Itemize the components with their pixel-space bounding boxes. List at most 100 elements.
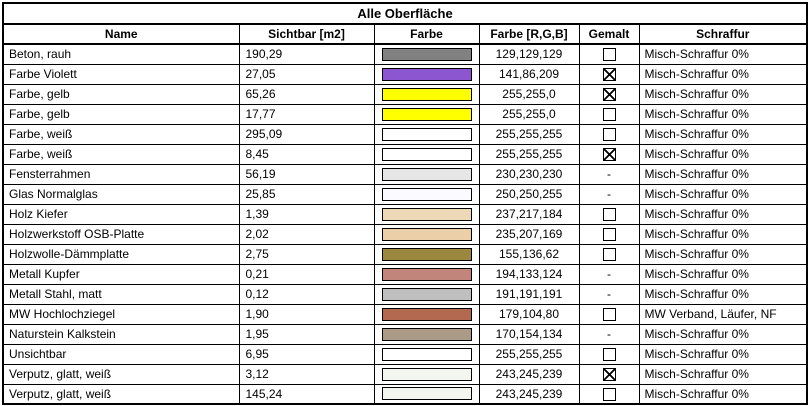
surface-name: Unsichtbar (2, 343, 240, 365)
color-swatch (381, 187, 472, 201)
color-cell (373, 243, 480, 265)
column-header-row: Name Sichtbar [m2] Farbe Farbe [R,G,B] G… (2, 23, 808, 45)
rgb-value: 170,154,134 (478, 323, 580, 345)
color-cell (373, 323, 480, 345)
visible-area: 1,90 (238, 303, 375, 325)
visible-area: 17,77 (238, 103, 375, 125)
painted-checkbox-unchecked (602, 128, 616, 142)
painted-checkbox-unchecked (602, 208, 616, 222)
rgb-value: 155,136,62 (478, 243, 580, 265)
color-cell (373, 303, 480, 325)
color-swatch (381, 367, 472, 381)
color-cell (373, 103, 480, 125)
visible-area: 3,12 (238, 363, 375, 385)
hatch-name: Misch-Schraffur 0% (638, 43, 808, 65)
surface-name: Beton, rauh (2, 43, 240, 65)
visible-area: 1,39 (238, 203, 375, 225)
table-row: Holzwerkstoff OSB-Platte 2,02 235,207,16… (2, 223, 808, 245)
table-row: Farbe Violett 27,05 141,86,209 Misch-Sch… (2, 63, 808, 85)
visible-area: 0,12 (238, 283, 375, 305)
color-cell (373, 343, 480, 365)
surface-name: Verputz, glatt, weiß (2, 383, 240, 405)
table-row: Naturstein Kalkstein 1,95 170,154,134 - … (2, 323, 808, 345)
rgb-value: 191,191,191 (478, 283, 580, 305)
color-cell (373, 223, 480, 245)
table-row: Farbe, gelb 65,26 255,255,0 Misch-Schraf… (2, 83, 808, 105)
painted-cell: - (578, 163, 640, 185)
table-row: Farbe, weiß 8,45 255,255,255 Misch-Schra… (2, 143, 808, 165)
rgb-value: 237,217,184 (478, 203, 580, 225)
painted-cell (578, 343, 640, 365)
column-header-rgb: Farbe [R,G,B] (478, 23, 580, 45)
visible-area: 65,26 (238, 83, 375, 105)
table-row: Farbe, weiß 295,09 255,255,255 Misch-Sch… (2, 123, 808, 145)
surface-name: Farbe, gelb (2, 103, 240, 125)
color-swatch (381, 287, 472, 301)
visible-area: 2,02 (238, 223, 375, 245)
title-row: Alle Oberfläche (2, 2, 808, 25)
rgb-value: 243,245,239 (478, 383, 580, 405)
color-cell (373, 383, 480, 405)
surface-name: Fensterrahmen (2, 163, 240, 185)
rgb-value: 179,104,80 (478, 303, 580, 325)
surface-name: Farbe, weiß (2, 123, 240, 145)
visible-area: 190,29 (238, 43, 375, 65)
color-swatch (381, 147, 472, 161)
hatch-name: Misch-Schraffur 0% (638, 343, 808, 365)
column-header-gemalt: Gemalt (578, 23, 640, 45)
surface-name: Verputz, glatt, weiß (2, 363, 240, 385)
color-cell (373, 163, 480, 185)
color-cell (373, 203, 480, 225)
painted-cell (578, 143, 640, 165)
painted-cell (578, 223, 640, 245)
rgb-value: 129,129,129 (478, 43, 580, 65)
visible-area: 145,24 (238, 383, 375, 405)
hatch-name: Misch-Schraffur 0% (638, 323, 808, 345)
color-swatch (381, 67, 472, 81)
visible-area: 25,85 (238, 183, 375, 205)
table-row: Farbe, gelb 17,77 255,255,0 Misch-Schraf… (2, 103, 808, 125)
visible-area: 27,05 (238, 63, 375, 85)
painted-cell: - (578, 283, 640, 305)
visible-area: 56,19 (238, 163, 375, 185)
color-cell (373, 363, 480, 385)
hatch-name: Misch-Schraffur 0% (638, 163, 808, 185)
rgb-value: 255,255,255 (478, 123, 580, 145)
painted-cell (578, 103, 640, 125)
painted-checkbox-checked (602, 88, 616, 102)
surface-name: Farbe, gelb (2, 83, 240, 105)
hatch-name: Misch-Schraffur 0% (638, 203, 808, 225)
painted-cell (578, 63, 640, 85)
surface-name: Metall Kupfer (2, 263, 240, 285)
painted-checkbox-unchecked (602, 248, 616, 262)
table-title: Alle Oberfläche (2, 2, 808, 25)
column-header-farbe: Farbe (373, 23, 480, 45)
color-swatch (381, 307, 472, 321)
color-cell (373, 83, 480, 105)
hatch-name: Misch-Schraffur 0% (638, 103, 808, 125)
table-row: Verputz, glatt, weiß 145,24 243,245,239 … (2, 383, 808, 405)
table-row: Metall Stahl, matt 0,12 191,191,191 - Mi… (2, 283, 808, 305)
hatch-name: Misch-Schraffur 0% (638, 363, 808, 385)
painted-checkbox-checked (602, 368, 616, 382)
table-row: Metall Kupfer 0,21 194,133,124 - Misch-S… (2, 263, 808, 285)
color-cell (373, 143, 480, 165)
table-body: Beton, rauh 190,29 129,129,129 Misch-Sch… (2, 43, 808, 405)
painted-cell (578, 123, 640, 145)
visible-area: 8,45 (238, 143, 375, 165)
painted-checkbox-unchecked (602, 308, 616, 322)
painted-cell (578, 243, 640, 265)
column-header-sichtbar: Sichtbar [m2] (238, 23, 375, 45)
painted-checkbox-unchecked (602, 48, 616, 62)
table-row: Unsichtbar 6,95 255,255,255 Misch-Schraf… (2, 343, 808, 365)
visible-area: 0,21 (238, 263, 375, 285)
visible-area: 6,95 (238, 343, 375, 365)
rgb-value: 255,255,255 (478, 143, 580, 165)
color-swatch (381, 327, 472, 341)
color-swatch (381, 227, 472, 241)
color-swatch (381, 347, 472, 361)
painted-checkbox-checked (602, 148, 616, 162)
color-swatch (381, 167, 472, 181)
